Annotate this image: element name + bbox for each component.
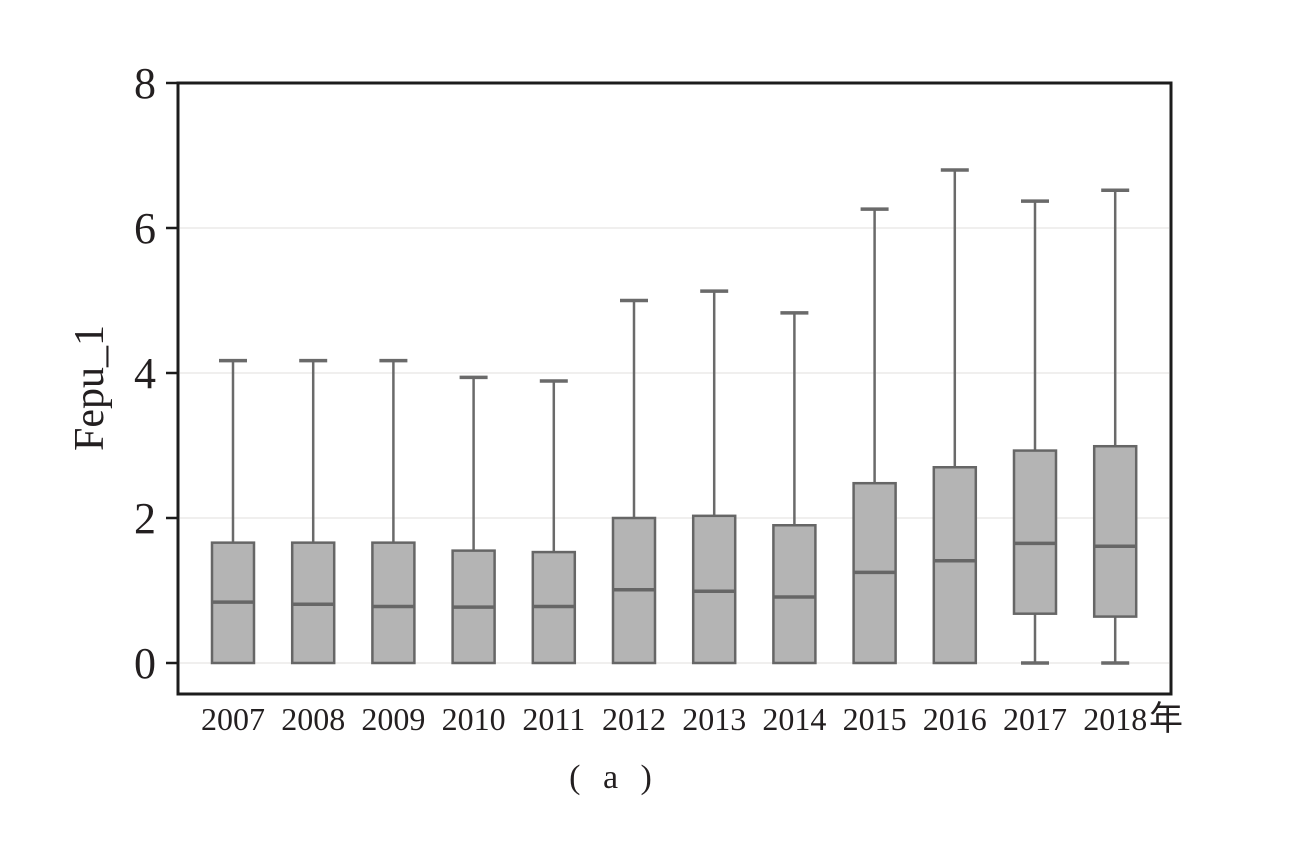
x-tick-label-2015: 2015 (843, 701, 907, 737)
y-tick-label-2: 2 (134, 494, 156, 543)
axis-labels: 0 2 4 6 8 2007 2008 2009 2010 2011 2012 2013 2014 201… (134, 59, 1147, 737)
box-plot-2007 (210, 358, 256, 665)
gridlines (180, 227, 1169, 664)
y-axis-title: Fepu_1 (67, 325, 113, 451)
box-plot-2018 (1092, 188, 1138, 665)
iqr-box (932, 466, 978, 665)
iqr-box (1012, 449, 1058, 615)
y-tick-label-8: 8 (134, 59, 156, 108)
y-tick-label-6: 6 (134, 204, 156, 253)
y-tick-label-4: 4 (134, 349, 156, 398)
box-plot-2015 (852, 207, 897, 665)
box-plot-2016 (932, 168, 978, 665)
x-tick-label-2017: 2017 (1003, 701, 1067, 737)
x-tick-label-2014: 2014 (762, 701, 826, 737)
plot-frame (176, 81, 1173, 696)
iqr-box (371, 541, 416, 665)
x-tick-label-2008: 2008 (281, 701, 345, 737)
box-plot-2014 (772, 311, 817, 665)
box-plot-2008 (290, 358, 336, 665)
x-tick-label-2016: 2016 (923, 701, 987, 737)
box-plot-2012 (611, 298, 657, 665)
box-plot-2013 (691, 289, 737, 665)
box-plot-2010 (451, 375, 496, 665)
x-axis-unit-label: 年 (1149, 700, 1183, 738)
iqr-box (772, 524, 817, 665)
x-tick-label-2018: 2018 (1083, 701, 1147, 737)
x-tick-label-2007: 2007 (201, 701, 265, 737)
x-tick-label-2009: 2009 (361, 701, 425, 737)
x-tick-label-2012: 2012 (602, 701, 666, 737)
figure-caption: ( a ) (569, 759, 659, 796)
box-plot-2017 (1012, 199, 1058, 665)
box-plot-2011 (531, 379, 577, 665)
box-series (210, 168, 1138, 665)
x-tick-label-2010: 2010 (442, 701, 506, 737)
x-tick-label-2011: 2011 (522, 701, 585, 737)
y-axis-ticks (166, 81, 178, 665)
y-tick-label-0: 0 (134, 639, 156, 688)
box-plot-2009 (371, 358, 416, 665)
iqr-box (1092, 444, 1138, 618)
x-tick-label-2013: 2013 (682, 701, 746, 737)
iqr-box (691, 514, 737, 665)
